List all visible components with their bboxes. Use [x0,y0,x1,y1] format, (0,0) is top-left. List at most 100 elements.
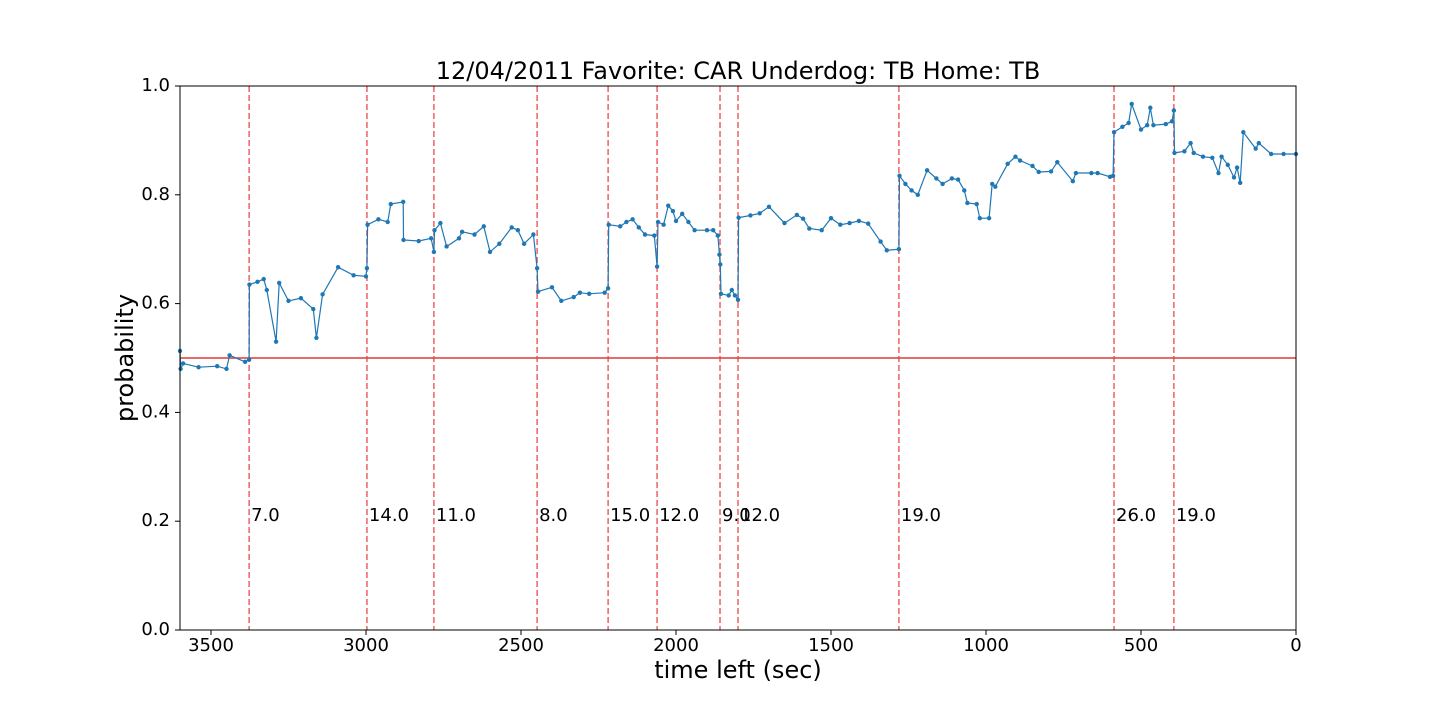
data-point [909,188,914,193]
data-point [535,289,541,294]
data-point [335,264,341,270]
data-point [977,215,982,221]
event-label: 11.0 [436,505,476,526]
data-point [1172,150,1177,156]
data-point [748,213,753,218]
data-point [1219,154,1224,159]
y-tick-label: 0.2 [141,510,170,531]
data-point [261,276,266,282]
x-tick-label: 1500 [808,635,854,656]
data-point [1253,146,1258,151]
data-point [376,217,381,222]
data-point [884,248,889,253]
data-point [286,298,291,304]
data-point [180,361,186,366]
data-point [487,249,493,255]
event-label: 14.0 [369,505,409,526]
data-point [1110,173,1116,178]
data-point [1017,158,1023,163]
data-point [1281,151,1286,157]
data-point [559,298,564,304]
data-point [642,232,648,237]
data-point [178,366,183,372]
x-tick-label: 3500 [188,635,234,656]
data-point [247,282,252,287]
data-point [273,339,279,344]
data-point [965,200,970,206]
data-point [577,290,583,295]
data-point [897,173,902,178]
data-point [1111,130,1117,135]
data-point [736,215,741,220]
data-point [1151,122,1156,128]
data-point [704,227,710,233]
x-tick-label: 500 [1124,635,1158,656]
data-point [401,237,406,243]
event-label: 9.0 [722,505,751,526]
data-point [692,227,697,233]
data-point [521,241,527,246]
data-point [388,201,393,207]
data-point [1036,169,1041,175]
data-point [431,249,437,255]
data-point [534,266,540,271]
data-point [1191,150,1196,156]
data-point [1231,175,1237,180]
data-point [277,280,282,286]
event-label: 7.0 [251,505,280,526]
data-point [571,294,576,300]
data-point [1070,179,1076,184]
data-point [718,262,723,267]
data-point [717,252,722,257]
data-point [264,287,269,293]
data-point [438,220,443,226]
data-point [1163,121,1169,127]
y-tick-label: 0.0 [141,619,170,640]
data-point [903,181,908,187]
data-point [459,229,465,234]
data-point [602,290,607,295]
data-point [915,192,920,197]
data-point [974,201,979,207]
data-point [385,219,390,225]
data-point [351,273,356,278]
data-point [1216,170,1221,176]
data-point [365,222,370,227]
data-point [654,264,660,269]
data-point [1095,170,1100,176]
data-point [515,227,521,233]
data-point [856,218,862,224]
data-point [1138,127,1144,132]
data-point [1048,169,1054,174]
x-tick-label: 3000 [343,635,389,656]
y-tick-label: 0.4 [141,401,170,422]
event-label: 12.0 [659,505,699,526]
data-point [432,227,437,233]
data-point [1129,101,1134,107]
data-point [673,218,679,224]
data-point [949,176,955,181]
y-tick-label: 0.8 [141,184,170,205]
x-tick-label: 0 [1290,635,1301,656]
data-point [680,211,685,217]
data-point [1169,119,1175,124]
data-point [993,184,998,189]
data-point [1210,155,1215,161]
data-point [1256,140,1262,146]
data-point [196,365,201,370]
data-point [962,188,967,193]
data-point [531,232,536,237]
data-point [246,357,252,362]
event-label: 12.0 [740,505,780,526]
data-point [924,168,930,173]
data-point [481,224,486,229]
data-point [666,203,671,208]
data-point [1241,130,1246,135]
data-point [624,219,629,225]
data-point [1182,149,1187,154]
data-point [757,211,762,216]
data-point [1148,105,1153,110]
event-label: 26.0 [1116,505,1156,526]
y-tick-label: 0.6 [141,293,170,314]
